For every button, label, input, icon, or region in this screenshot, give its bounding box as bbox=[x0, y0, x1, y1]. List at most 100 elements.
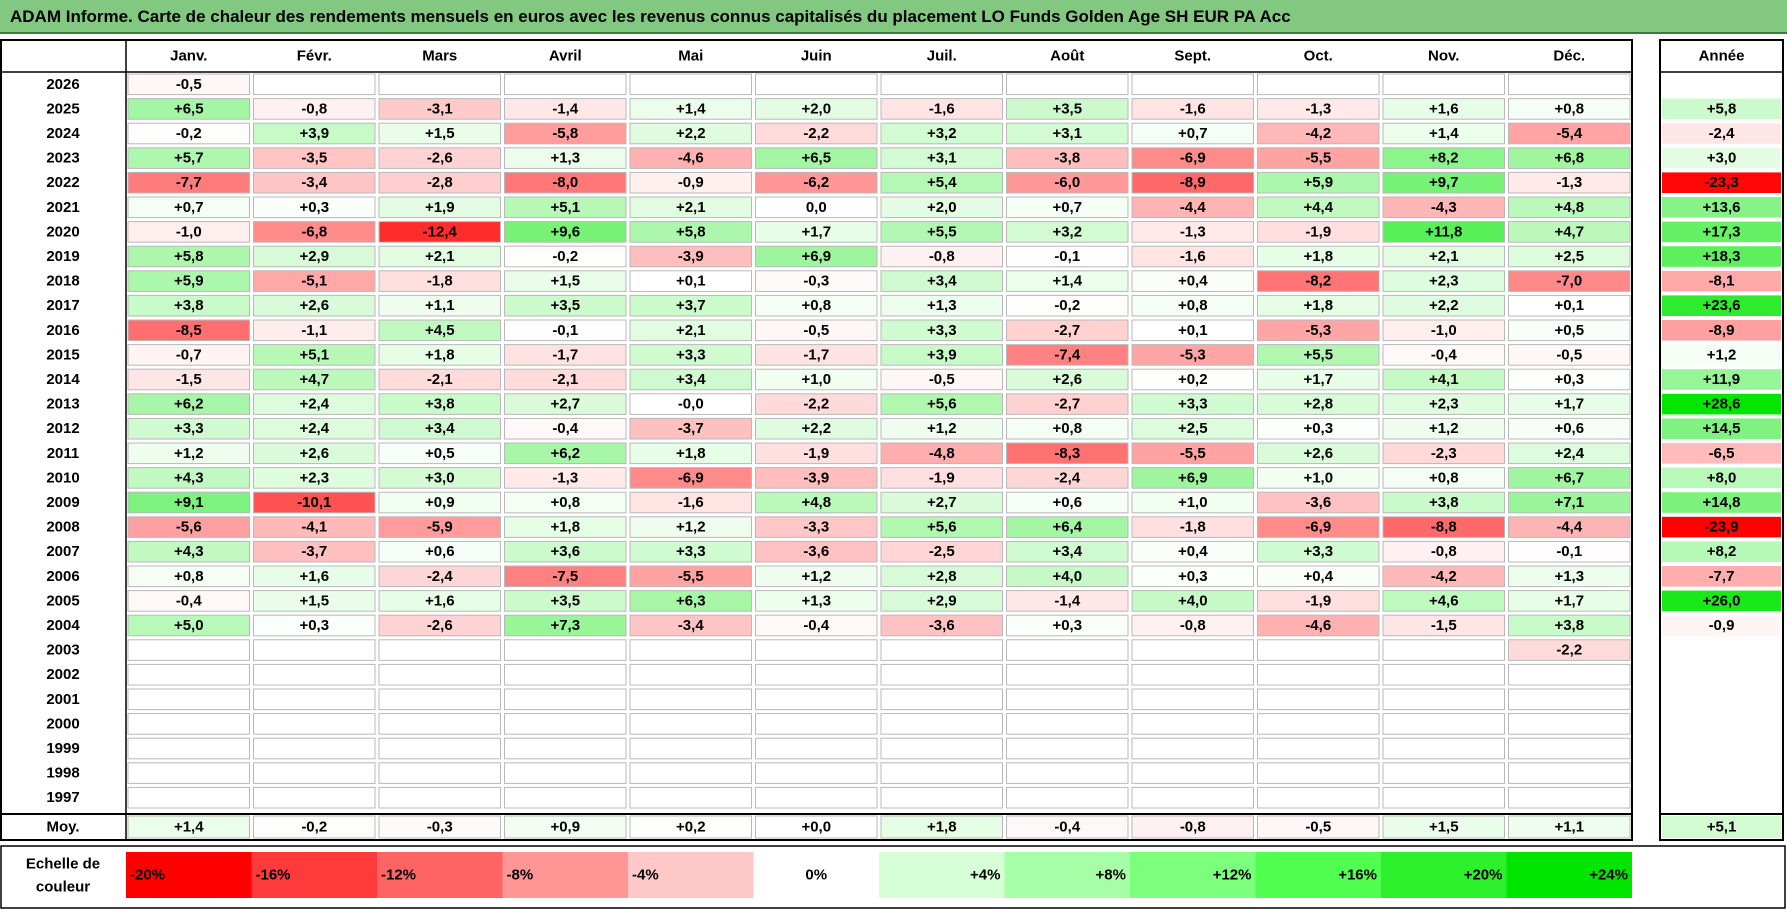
cell-value: +2,0 bbox=[801, 100, 831, 117]
heatmap-cell bbox=[127, 147, 250, 169]
month-header: Déc. bbox=[1553, 48, 1585, 65]
heatmap-cell bbox=[1257, 762, 1380, 784]
month-header: Sept. bbox=[1174, 48, 1211, 65]
cell-value: -0,8 bbox=[301, 100, 327, 117]
year-label: 2012 bbox=[46, 420, 79, 437]
heatmap-cell bbox=[1006, 417, 1129, 440]
heatmap-cell bbox=[504, 245, 627, 268]
cell-value: +3,4 bbox=[676, 371, 706, 388]
cell-value: -12,4 bbox=[423, 223, 458, 240]
cell-value: +5,1 bbox=[550, 199, 580, 216]
cell-value: -5,8 bbox=[552, 125, 578, 142]
heatmap-cell bbox=[253, 590, 376, 612]
year-label: 2020 bbox=[46, 223, 79, 240]
heatmap-cell bbox=[629, 73, 752, 96]
cell-value: +1,7 bbox=[1554, 592, 1584, 609]
scale-label-line2: couleur bbox=[36, 879, 90, 896]
cell-value: +1,3 bbox=[550, 150, 580, 167]
heatmap-cell bbox=[1382, 196, 1505, 219]
average-annual-cell bbox=[1662, 816, 1781, 838]
cell-value: +3,5 bbox=[1052, 100, 1082, 117]
year-label: 2018 bbox=[46, 273, 79, 290]
heatmap-cell bbox=[1382, 663, 1505, 686]
cell-value: -1,9 bbox=[803, 445, 829, 462]
annual-value: +3,0 bbox=[1707, 150, 1737, 167]
cell-value: +5,7 bbox=[174, 150, 204, 167]
month-header: Mai bbox=[678, 48, 703, 65]
heatmap-cell bbox=[1006, 516, 1129, 538]
annual-cell bbox=[1662, 418, 1781, 439]
heatmap-cell bbox=[1508, 565, 1631, 588]
heatmap-cell bbox=[504, 393, 627, 415]
heatmap-cell bbox=[253, 171, 376, 194]
year-label: 2021 bbox=[46, 199, 79, 216]
heatmap-cell bbox=[629, 467, 752, 489]
cell-value: +0,2 bbox=[1178, 371, 1208, 388]
heatmap-cell bbox=[755, 639, 878, 661]
cell-value: +4,3 bbox=[174, 469, 204, 486]
heatmap-cell bbox=[1508, 688, 1631, 711]
heatmap-cell bbox=[1131, 245, 1254, 268]
year-label: 2005 bbox=[46, 592, 79, 609]
cell-value: -4,8 bbox=[929, 445, 955, 462]
heatmap-cell bbox=[1382, 270, 1505, 292]
cell-value: +1,8 bbox=[425, 346, 455, 363]
heatmap-cell bbox=[253, 663, 376, 686]
cell-value: +5,1 bbox=[299, 346, 329, 363]
average-cell bbox=[1508, 815, 1631, 839]
year-label: 2023 bbox=[46, 150, 79, 167]
year-label: 2008 bbox=[46, 519, 79, 536]
cell-value: +9,6 bbox=[550, 223, 580, 240]
heatmap-cell bbox=[1006, 762, 1129, 784]
cell-value: -4,2 bbox=[1305, 125, 1331, 142]
heatmap-cell bbox=[755, 171, 878, 194]
heatmap-cell bbox=[629, 713, 752, 735]
heatmap-cell bbox=[253, 270, 376, 292]
cell-value: +1,7 bbox=[801, 223, 831, 240]
heatmap-cell bbox=[880, 565, 1003, 588]
cell-value: +2,9 bbox=[927, 592, 957, 609]
heatmap-cell bbox=[1131, 540, 1254, 563]
heatmap-cell bbox=[755, 294, 878, 317]
cell-value: +0,3 bbox=[1052, 617, 1082, 634]
annual-cell bbox=[1662, 590, 1781, 612]
cell-value: -0,4 bbox=[176, 592, 203, 609]
year-label: 2014 bbox=[46, 371, 80, 388]
heatmap-cell bbox=[629, 614, 752, 637]
cell-value: -2,6 bbox=[427, 617, 453, 634]
heatmap-cell bbox=[1006, 786, 1129, 809]
heatmap-cell bbox=[127, 98, 250, 120]
cell-value: -2,8 bbox=[427, 174, 453, 191]
heatmap-cell bbox=[504, 147, 627, 169]
month-header: Août bbox=[1050, 48, 1084, 65]
heatmap-cell bbox=[1131, 491, 1254, 514]
heatmap-cell bbox=[1257, 713, 1380, 735]
cell-value: +1,8 bbox=[550, 519, 580, 536]
cell-value: -4,2 bbox=[1431, 568, 1457, 585]
cell-value: +5,8 bbox=[174, 248, 204, 265]
cell-value: -1,3 bbox=[1305, 100, 1331, 117]
heatmap-cell bbox=[1006, 713, 1129, 735]
cell-value: -1,7 bbox=[552, 346, 578, 363]
cell-value: +0,8 bbox=[1052, 420, 1082, 437]
cell-value: +0,1 bbox=[1178, 322, 1208, 339]
year-label: 2015 bbox=[46, 346, 79, 363]
annual-cell bbox=[1662, 221, 1781, 243]
heatmap-cell bbox=[1508, 221, 1631, 243]
heatmap-cell bbox=[127, 786, 250, 809]
cell-value: +0,5 bbox=[425, 445, 455, 462]
heatmap-cell bbox=[127, 319, 250, 342]
annual-value: +5,8 bbox=[1707, 100, 1737, 117]
heatmap-cell bbox=[378, 122, 501, 145]
heatmap-cell bbox=[1257, 590, 1380, 612]
scale-step-label: -16% bbox=[256, 867, 291, 884]
heatmap-cell bbox=[629, 393, 752, 415]
cell-value: +2,2 bbox=[676, 125, 706, 142]
heatmap-cell bbox=[1006, 393, 1129, 415]
annual-cell bbox=[1662, 320, 1781, 341]
heatmap-cell bbox=[880, 319, 1003, 342]
annual-value: +8,2 bbox=[1707, 543, 1737, 560]
heatmap-cell bbox=[253, 713, 376, 735]
heatmap-cell bbox=[127, 442, 250, 465]
